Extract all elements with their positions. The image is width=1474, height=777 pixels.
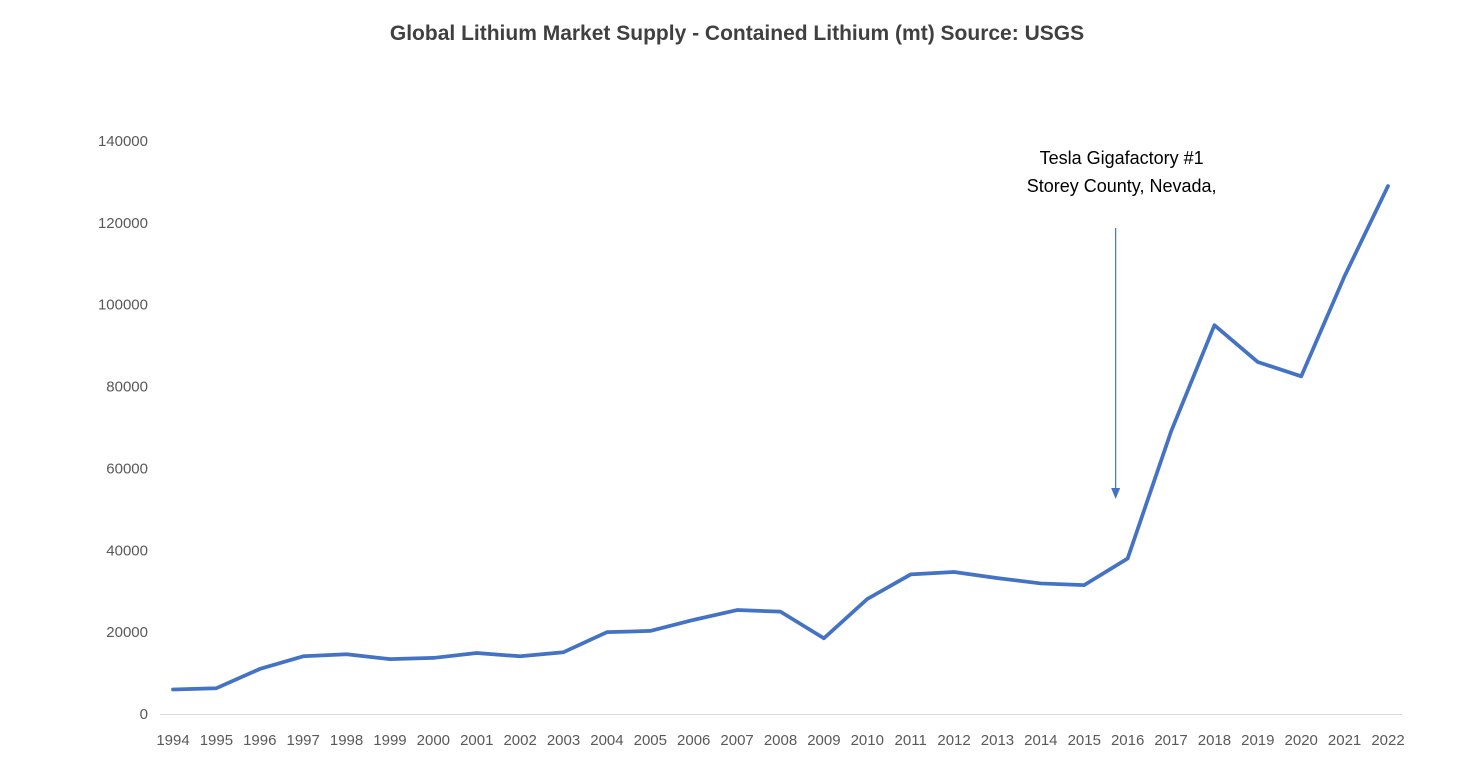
x-tick-label: 2020 (1285, 732, 1318, 749)
y-tick-label: 120000 (98, 215, 148, 232)
x-tick-label: 2012 (937, 732, 970, 749)
chart-title: Global Lithium Market Supply - Contained… (389, 22, 1085, 45)
x-tick-label: 1995 (200, 732, 233, 749)
annotation-text-line2: Storey County, Nevada, (1027, 176, 1217, 196)
x-tick-label: 1996 (243, 732, 276, 749)
x-tick-label: 1997 (286, 732, 319, 749)
series-line (171, 184, 1390, 692)
x-tick-label: 2011 (895, 732, 927, 749)
x-tick-label: 2017 (1154, 732, 1187, 749)
x-tick-label: 2007 (720, 732, 753, 749)
x-tick-label: 2009 (807, 732, 840, 749)
x-tick-label: 2002 (503, 732, 536, 749)
x-tick-label: 2015 (1068, 732, 1101, 749)
x-tick-label: 2014 (1024, 732, 1057, 749)
y-tick-label: 100000 (98, 297, 148, 314)
x-tick-label: 2021 (1328, 732, 1361, 749)
y-tick-label: 0 (140, 706, 148, 723)
x-tick-label: 2022 (1371, 732, 1404, 749)
annotation-arrowhead-icon (1111, 488, 1121, 499)
y-tick-label: 60000 (106, 460, 148, 477)
y-tick-label: 140000 (98, 133, 148, 150)
x-tick-label: 1994 (156, 732, 189, 749)
x-tick-label: 1998 (330, 732, 363, 749)
x-tick-label: 2008 (764, 732, 797, 749)
x-tick-label: 2001 (460, 732, 493, 749)
annotation-text-line1: Tesla Gigafactory #1 (1040, 148, 1204, 168)
x-tick-label: 2004 (590, 732, 623, 749)
x-tick-label: 2016 (1111, 732, 1144, 749)
x-tick-label: 2005 (634, 732, 667, 749)
x-tick-label: 2018 (1198, 732, 1231, 749)
y-tick-label: 80000 (106, 379, 148, 396)
x-tick-label: 2019 (1241, 732, 1274, 749)
x-tick-label: 2006 (677, 732, 710, 749)
x-tick-label: 2013 (981, 732, 1014, 749)
x-tick-label: 2000 (417, 732, 450, 749)
y-tick-label: 20000 (106, 624, 148, 641)
x-tick-label: 1999 (373, 732, 406, 749)
x-tick-label: 2003 (547, 732, 580, 749)
x-tick-label: 2010 (851, 732, 884, 749)
y-tick-label: 40000 (106, 542, 148, 559)
